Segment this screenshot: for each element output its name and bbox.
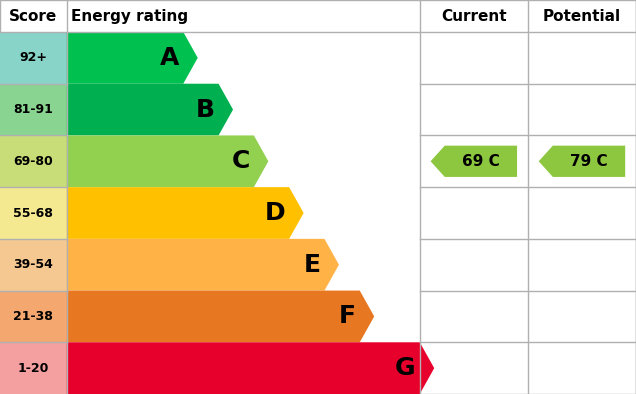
Bar [0, 32, 67, 84]
Text: 21-38: 21-38 [13, 310, 53, 323]
Text: 69 C: 69 C [462, 154, 500, 169]
Polygon shape [67, 84, 233, 136]
Text: 55-68: 55-68 [13, 206, 53, 219]
Text: 81-91: 81-91 [13, 103, 53, 116]
Polygon shape [67, 32, 198, 84]
Text: B: B [195, 98, 214, 122]
Text: 69-80: 69-80 [13, 155, 53, 168]
Bar [0, 84, 67, 136]
Polygon shape [67, 290, 374, 342]
Text: G: G [395, 356, 416, 380]
Text: Energy rating: Energy rating [71, 9, 188, 24]
Text: Potential: Potential [543, 9, 621, 24]
Polygon shape [431, 146, 517, 177]
Polygon shape [67, 239, 339, 290]
Polygon shape [67, 136, 268, 187]
Polygon shape [67, 342, 434, 394]
Polygon shape [67, 187, 303, 239]
Text: 1-20: 1-20 [18, 362, 49, 375]
Text: C: C [232, 149, 250, 173]
Text: E: E [303, 253, 321, 277]
Text: D: D [265, 201, 285, 225]
Polygon shape [539, 146, 625, 177]
Bar [0, 239, 67, 290]
Text: A: A [160, 46, 179, 70]
Text: Score: Score [10, 9, 57, 24]
Bar [0, 136, 67, 187]
Bar [0, 342, 67, 394]
Bar [0, 290, 67, 342]
Text: 79 C: 79 C [570, 154, 608, 169]
Text: Current: Current [441, 9, 507, 24]
Text: F: F [339, 305, 356, 329]
Text: 39-54: 39-54 [13, 258, 53, 271]
Text: 92+: 92+ [19, 51, 48, 64]
Bar [0, 187, 67, 239]
